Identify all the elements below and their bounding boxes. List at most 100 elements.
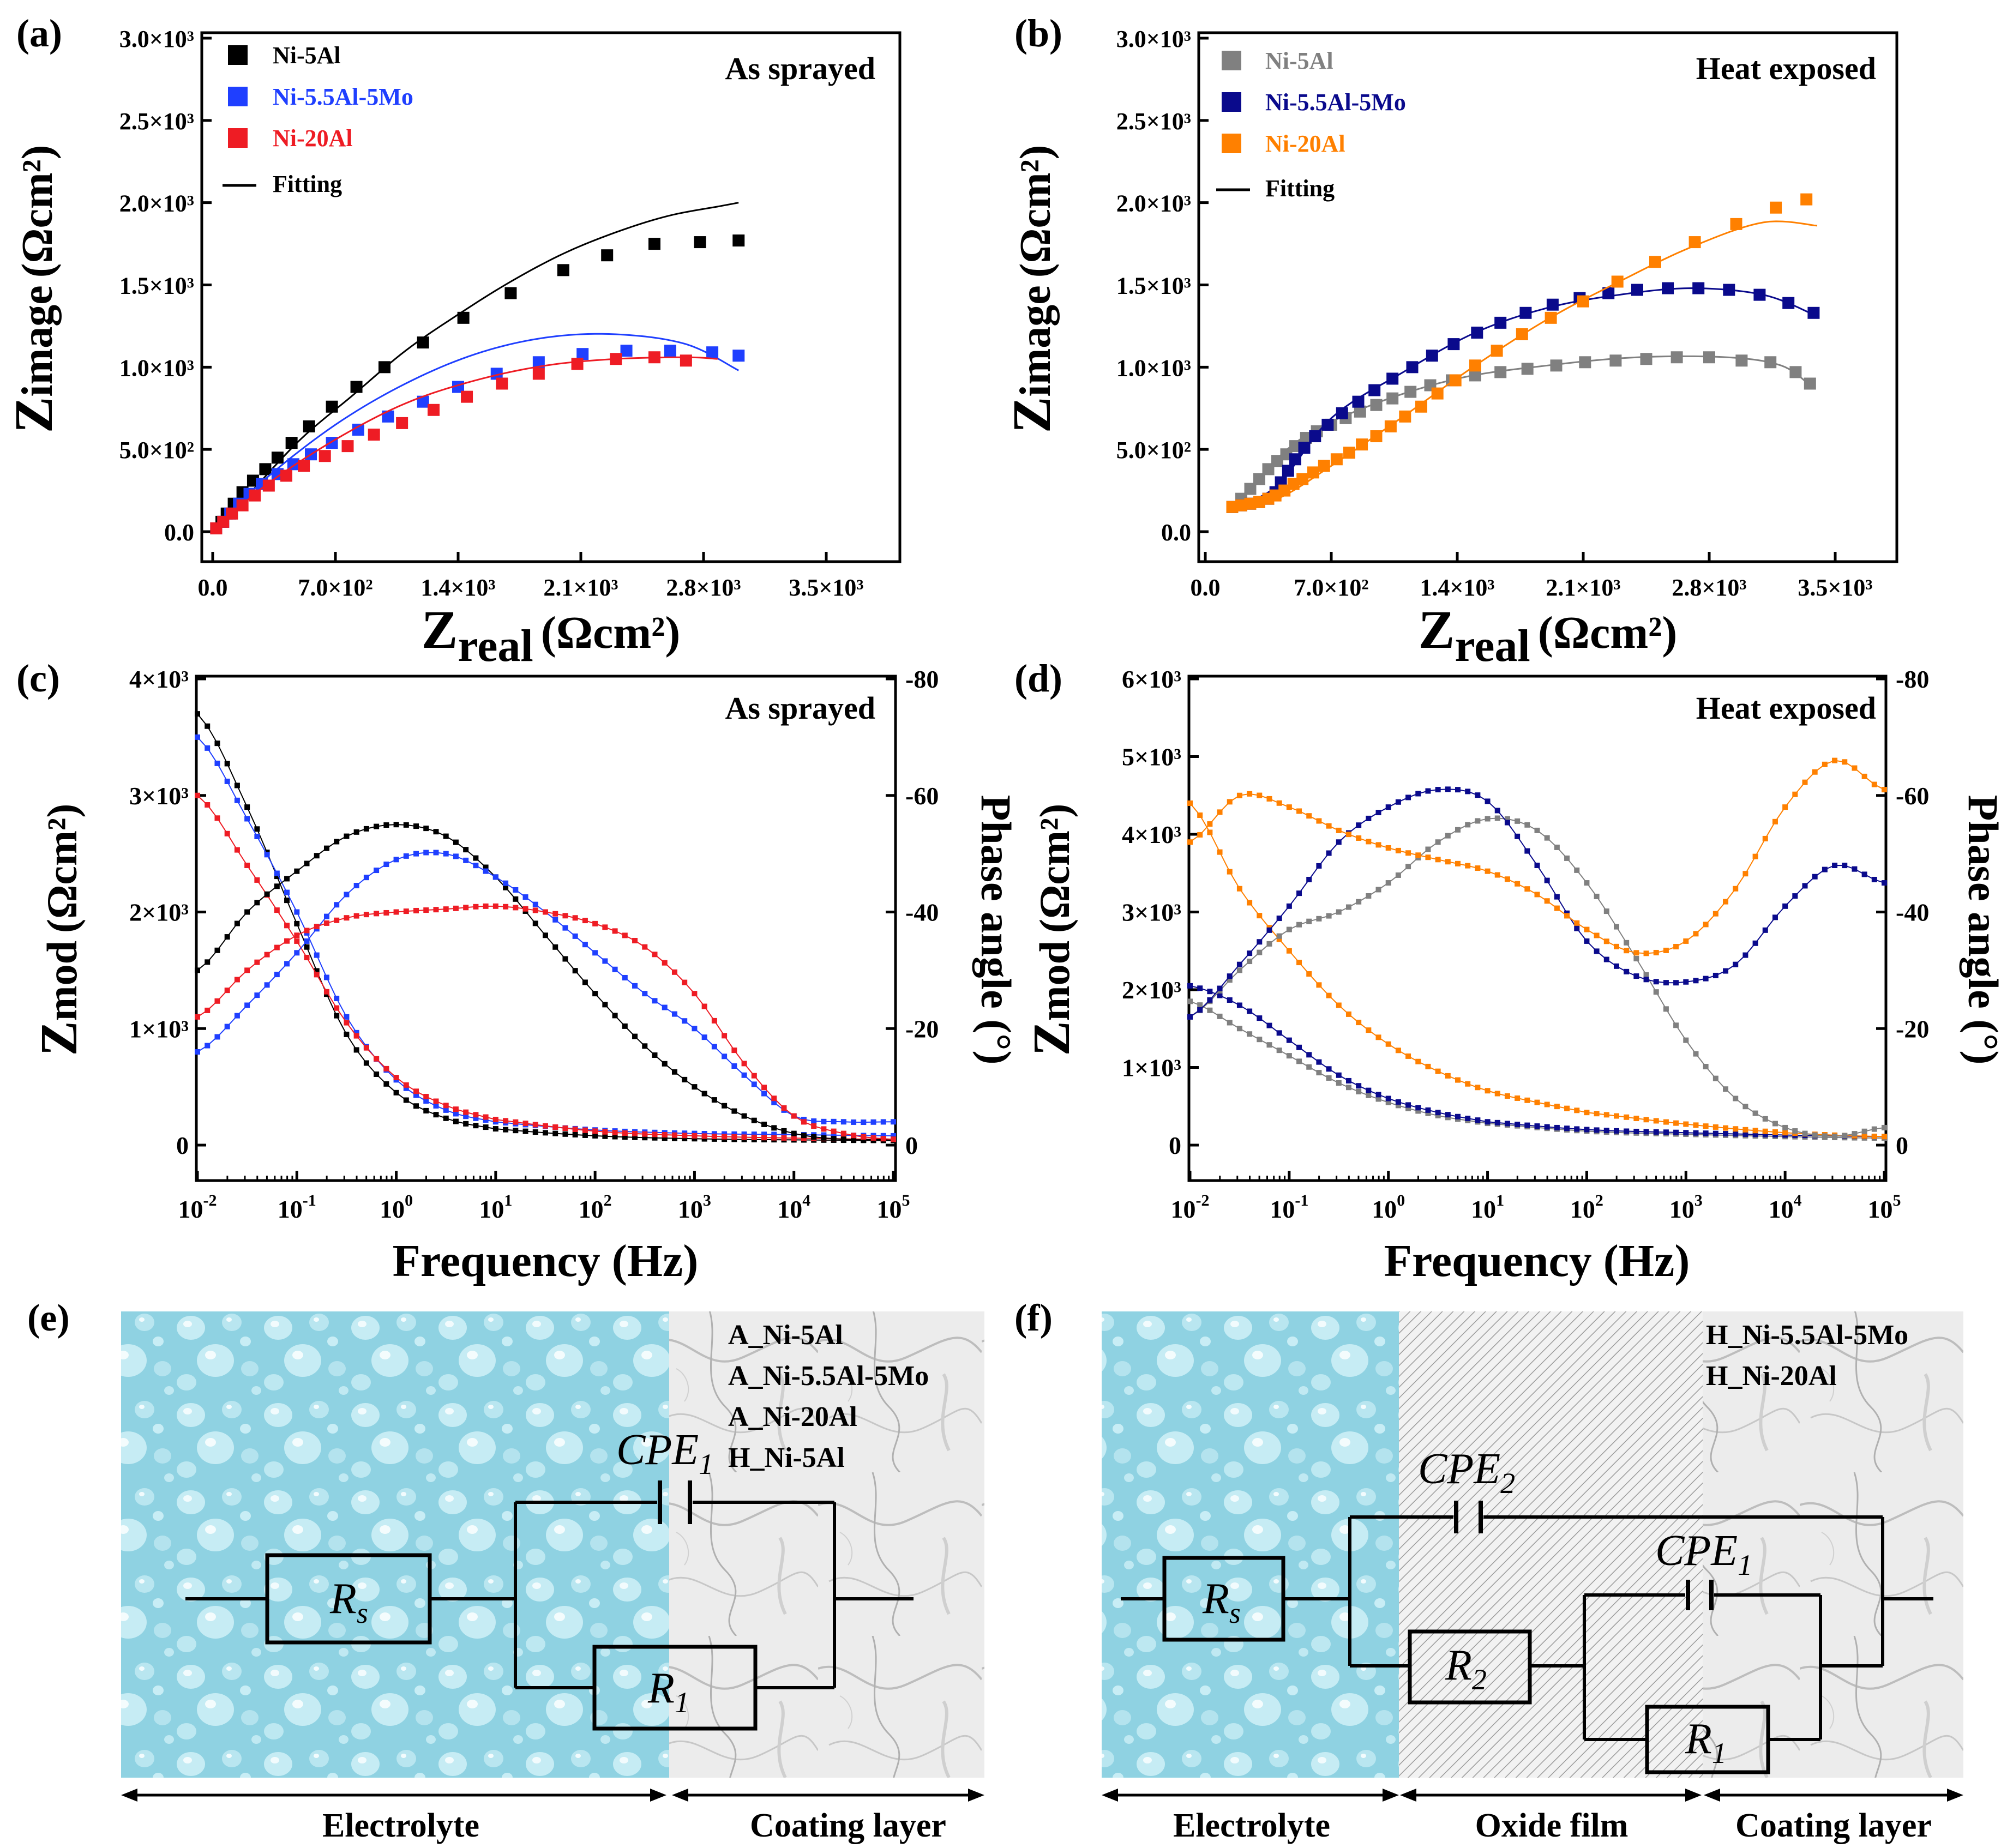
data-point: [1316, 1070, 1322, 1076]
data-point: [1366, 1027, 1372, 1033]
data-point: [353, 913, 359, 919]
data-point: [353, 1033, 359, 1039]
data-point: [781, 1105, 787, 1111]
data-point: [1415, 1105, 1421, 1111]
data-point: [1445, 859, 1451, 865]
data-point: [1735, 354, 1748, 367]
data-point: [671, 1011, 677, 1017]
data-point: [652, 998, 658, 1004]
data-point: [1770, 201, 1782, 214]
data-point: [1594, 1127, 1600, 1133]
data-point: [1435, 857, 1441, 863]
data-point: [234, 1013, 240, 1019]
data-point: [648, 238, 660, 250]
data-point: [632, 937, 638, 943]
data-point: [1752, 853, 1758, 859]
data-point: [1554, 844, 1560, 850]
data-point: [1624, 948, 1630, 954]
series-line: [1189, 803, 1885, 1137]
data-point: [1356, 899, 1362, 905]
data-point: [722, 1134, 728, 1140]
data-point: [1524, 1122, 1530, 1128]
data-point: [249, 489, 261, 502]
data-point: [453, 853, 459, 859]
data-point: [1266, 796, 1272, 802]
data-point: [1296, 808, 1302, 814]
data-point: [1504, 876, 1510, 882]
data-point: [413, 823, 419, 829]
y-tick-label: 1.0×10³: [1116, 354, 1191, 381]
data-point: [1504, 820, 1510, 826]
data-point: [344, 1020, 350, 1026]
data-point: [473, 1123, 479, 1129]
data-point: [751, 1131, 757, 1137]
data-point: [1253, 473, 1265, 485]
data-point: [224, 761, 230, 767]
y-tick-label: 4×10³: [129, 665, 189, 693]
data-point: [711, 1097, 717, 1103]
data-point: [353, 883, 359, 889]
data-point: [1688, 236, 1701, 249]
x-tick-label: 105: [1868, 1191, 1901, 1223]
data-point: [682, 1135, 688, 1141]
data-point: [522, 906, 528, 912]
cpe1-label-e: CPE1: [616, 1426, 713, 1480]
data-point: [214, 815, 220, 821]
data-point: [353, 829, 359, 835]
data-point: [1296, 960, 1302, 966]
data-point: [1792, 1128, 1798, 1134]
sample-list-f-0: H_Ni-5.5Al-5Mo: [1706, 1320, 1908, 1351]
data-point: [652, 1052, 658, 1058]
data-point: [552, 917, 558, 923]
data-point: [532, 368, 545, 380]
data-point: [671, 1132, 677, 1138]
data-point: [433, 1098, 439, 1104]
data-point: [423, 1094, 429, 1100]
panel-b-y-axis-label: Zimage(Ωcm²): [1001, 145, 1062, 434]
data-point: [1445, 1073, 1451, 1079]
data-point: [403, 1082, 409, 1088]
data-point: [1554, 1104, 1560, 1110]
data-point: [781, 1128, 787, 1134]
data-point: [1693, 931, 1699, 937]
data-point: [543, 909, 548, 915]
data-point: [880, 1133, 886, 1139]
data-point: [831, 1136, 837, 1142]
data-point: [423, 907, 429, 913]
x-tick-label: 3.5×10³: [789, 574, 863, 601]
data-point: [1307, 466, 1319, 479]
data-point: [323, 974, 329, 980]
sample-list-e-1: A_Ni-5.5Al-5Mo: [728, 1361, 929, 1392]
data-point: [1298, 442, 1311, 454]
data-point: [254, 992, 260, 998]
data-point: [1385, 1095, 1391, 1101]
data-point: [851, 1119, 857, 1125]
data-point: [483, 903, 489, 909]
data-point: [701, 1091, 707, 1097]
x-tick-label: 1.4×10³: [1420, 574, 1494, 601]
data-point: [602, 1002, 608, 1008]
data-point: [741, 1061, 747, 1067]
data-point: [1723, 1131, 1729, 1137]
region-label-electrolyte-f: Electrolyte: [1173, 1807, 1330, 1844]
data-point: [1723, 1086, 1729, 1092]
data-point: [1624, 1114, 1630, 1120]
data-point: [443, 1115, 449, 1121]
data-point: [352, 423, 364, 436]
data-point: [1663, 947, 1669, 953]
data-point: [1244, 483, 1257, 495]
data-point: [433, 1103, 439, 1109]
data-point: [861, 1119, 867, 1125]
data-point: [1435, 1112, 1441, 1118]
data-point: [1366, 893, 1372, 899]
data-point: [771, 1135, 777, 1141]
data-point: [1227, 799, 1233, 805]
region-label-coating-e: Coating layer: [750, 1807, 946, 1844]
data-point: [413, 907, 419, 913]
data-point: [1882, 1124, 1887, 1130]
data-point: [234, 797, 240, 803]
data-point: [298, 460, 310, 472]
y-tick-label: 2.0×10³: [1116, 190, 1191, 217]
data-point: [1326, 992, 1332, 998]
data-point: [413, 1092, 419, 1098]
